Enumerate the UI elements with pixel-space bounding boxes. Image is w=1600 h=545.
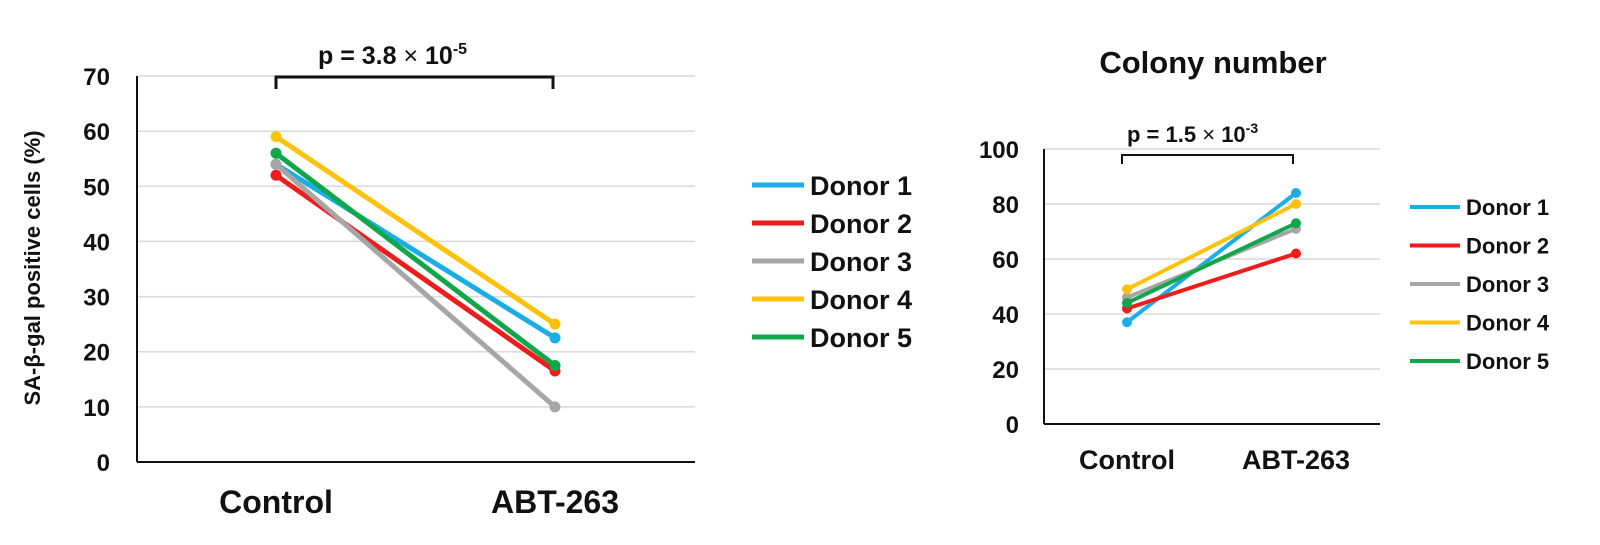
series-line-3 bbox=[273, 161, 558, 410]
legend-label-4: Donor 4 bbox=[810, 285, 912, 315]
series-4-point-1 bbox=[1122, 284, 1132, 295]
legend-label-1: Donor 1 bbox=[1466, 195, 1549, 220]
chart-colony-number: Colony number 0 20 40 60 80 100 Control ABT-2… bbox=[979, 45, 1550, 475]
chart2-y-tick-labels: 0 20 40 60 80 100 bbox=[979, 137, 1019, 439]
series-line-2 bbox=[1125, 251, 1298, 311]
series-4-point-2 bbox=[1291, 199, 1301, 209]
series-5-point-1 bbox=[1122, 298, 1132, 308]
chart1-series bbox=[270, 131, 561, 413]
y-tick-label: 0 bbox=[97, 450, 110, 477]
y-tick-label: 50 bbox=[83, 174, 110, 201]
series-4-point-1 bbox=[270, 131, 282, 143]
chart2-p-value: p = 1.5 × 10-3 bbox=[1127, 120, 1258, 147]
series-line-2 bbox=[273, 172, 558, 374]
y-tick-label: 60 bbox=[992, 247, 1019, 274]
series-1-point-2 bbox=[1291, 188, 1301, 198]
chart1-legend: Donor 1 Donor 2 Donor 3 Donor 4 Donor 5 bbox=[752, 171, 912, 353]
y-tick-label: 80 bbox=[992, 192, 1019, 219]
series-5-point-2 bbox=[1291, 218, 1301, 229]
chart1-y-axis-label: SA-β-gal positive cells (%) bbox=[20, 130, 45, 405]
legend-label-2: Donor 2 bbox=[810, 209, 912, 239]
chart-sa-beta-gal: 0 10 20 30 40 50 60 70 SA-β-gal positive cells … bbox=[20, 41, 912, 520]
y-tick-label: 20 bbox=[83, 340, 110, 367]
series-5-point-2 bbox=[549, 360, 561, 371]
series-line-5 bbox=[273, 150, 558, 368]
series-line-1 bbox=[273, 161, 558, 341]
y-tick-label: 40 bbox=[992, 302, 1019, 329]
chart1-x-tick-abt263: ABT-263 bbox=[491, 484, 619, 520]
chart1-significance-bracket bbox=[274, 75, 555, 89]
series-5-point-1 bbox=[270, 147, 282, 159]
y-tick-label: 60 bbox=[83, 119, 110, 146]
y-tick-label: 40 bbox=[83, 229, 110, 256]
y-tick-label: 20 bbox=[992, 357, 1019, 384]
chart2-title: Colony number bbox=[1099, 45, 1326, 80]
series-line-1 bbox=[1125, 191, 1298, 325]
chart1-x-tick-control: Control bbox=[219, 484, 333, 520]
legend-label-4: Donor 4 bbox=[1466, 311, 1550, 336]
chart2-x-tick-abt263: ABT-263 bbox=[1242, 445, 1350, 475]
chart1-p-value: p = 3.8 × 10-5 bbox=[318, 41, 467, 70]
chart2-series bbox=[1122, 188, 1301, 328]
y-tick-label: 10 bbox=[83, 395, 110, 422]
legend-label-1: Donor 1 bbox=[810, 171, 912, 201]
legend-label-5: Donor 5 bbox=[1466, 349, 1549, 374]
legend-label-5: Donor 5 bbox=[810, 323, 912, 353]
y-tick-label: 70 bbox=[83, 64, 110, 91]
series-3-point-2 bbox=[549, 401, 561, 413]
chart2-significance-bracket bbox=[1121, 154, 1294, 164]
series-line-5 bbox=[1125, 221, 1298, 305]
series-line-4 bbox=[1125, 202, 1298, 292]
y-tick-label: 0 bbox=[1006, 412, 1019, 439]
chart2-gridlines bbox=[1044, 148, 1380, 370]
y-tick-label: 100 bbox=[979, 137, 1019, 164]
series-1-point-1 bbox=[1122, 317, 1132, 328]
chart1-y-tick-labels: 0 10 20 30 40 50 60 70 bbox=[83, 64, 110, 477]
legend-label-3: Donor 3 bbox=[810, 247, 912, 277]
chart1-gridlines bbox=[137, 75, 695, 408]
legend-label-3: Donor 3 bbox=[1466, 272, 1549, 297]
series-2-point-2 bbox=[1291, 248, 1301, 259]
legend-label-2: Donor 2 bbox=[1466, 234, 1549, 259]
series-1-point-2 bbox=[549, 332, 561, 344]
y-tick-label: 30 bbox=[83, 285, 110, 312]
series-2-point-1 bbox=[270, 169, 282, 181]
series-4-point-2 bbox=[549, 318, 561, 330]
series-line-4 bbox=[273, 134, 558, 327]
chart2-legend: Donor 1 Donor 2 Donor 3 Donor 4 Donor 5 bbox=[1410, 195, 1550, 374]
series-3-point-1 bbox=[270, 158, 282, 170]
chart2-x-tick-control: Control bbox=[1079, 445, 1175, 475]
